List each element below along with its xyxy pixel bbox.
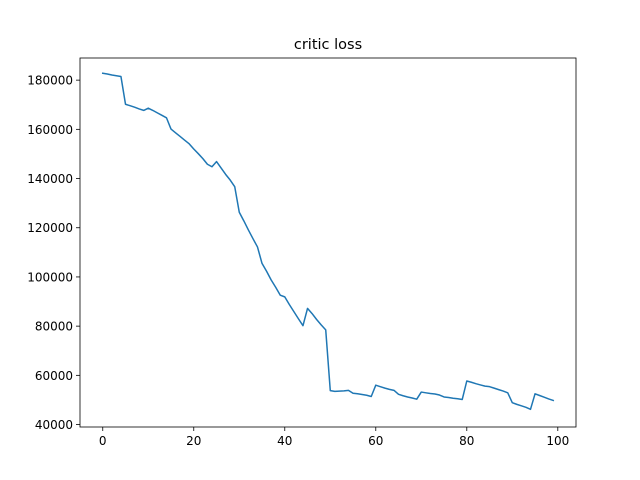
x-tick-label: 20	[186, 434, 201, 448]
x-axis-ticks: 0 20 40 60 80 100	[99, 427, 569, 448]
chart-title: critic loss	[294, 37, 362, 53]
y-tick-label: 100000	[27, 270, 73, 284]
y-axis-ticks: 40000 60000 80000 100000 120000 140000 160000 1…	[27, 74, 80, 432]
series-line	[101, 72, 555, 411]
y-tick-label: 120000	[27, 221, 73, 235]
y-tick-label: 180000	[27, 74, 73, 88]
plot-frame	[79, 57, 577, 428]
y-tick-label: 140000	[27, 172, 73, 186]
y-tick-label: 80000	[35, 320, 73, 334]
x-tick-label: 80	[459, 434, 474, 448]
x-tick-label: 60	[368, 434, 383, 448]
x-tick-label: 0	[99, 434, 107, 448]
y-tick-label: 60000	[35, 369, 73, 383]
x-tick-label: 40	[277, 434, 292, 448]
y-tick-label: 40000	[35, 418, 73, 432]
y-tick-label: 160000	[27, 123, 73, 137]
x-tick-label: 100	[546, 434, 569, 448]
